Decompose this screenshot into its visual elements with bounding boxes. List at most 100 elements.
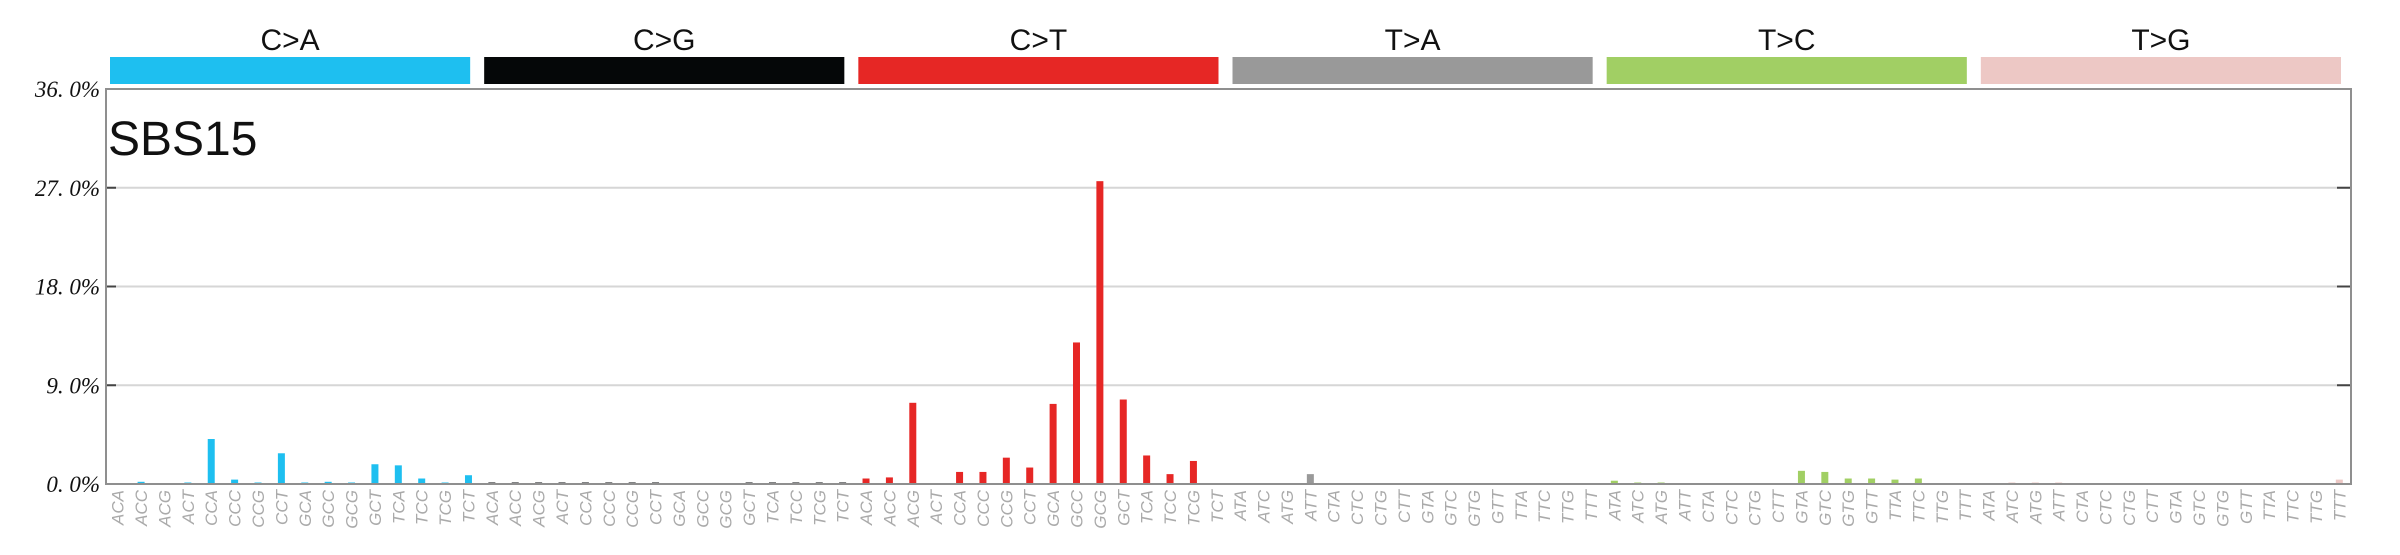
category-strip (1232, 57, 1593, 84)
x-tick-label: CCG (997, 490, 1016, 528)
x-tick-label: GTG (1839, 490, 1858, 527)
bar (1891, 479, 1899, 484)
x-tick-label: ATC (2003, 489, 2022, 523)
x-tick-label: ACC (506, 489, 525, 527)
y-tick-label: 18. 0% (35, 275, 100, 300)
x-tick-label: TCG (436, 490, 455, 526)
x-tick-label: ACG (904, 490, 923, 528)
x-tick-label: CCA (576, 490, 595, 526)
x-tick-label: ACT (927, 488, 946, 525)
x-tick-label: GTA (1792, 490, 1811, 524)
grid-layer (106, 186, 2351, 387)
x-tick-label: ATG (1652, 490, 1671, 525)
x-tick-label: TCC (413, 489, 432, 525)
category-label: C>T (1010, 24, 1068, 57)
x-tick-label: CTT (1769, 488, 1788, 523)
category-label: C>G (633, 24, 696, 57)
y-tick-label: 27. 0% (35, 176, 100, 201)
x-tick-label: TTT (2330, 488, 2349, 521)
x-tick-label: TTA (2260, 490, 2279, 521)
x-tick-label: GTT (2237, 488, 2256, 524)
bar (2335, 479, 2343, 484)
x-tick-label: GCG (1091, 490, 1110, 529)
x-tick-label: GCG (717, 490, 736, 529)
x-tick-label: TCT (459, 488, 478, 523)
x-tick-label: ACT (553, 488, 572, 525)
x-tick-label: ATA (1231, 490, 1250, 522)
x-tick-label: GCC (1067, 489, 1086, 528)
x-tick-label: TCG (810, 490, 829, 526)
category-label: T>G (2131, 24, 2190, 57)
x-tick-label: ACC (880, 489, 899, 527)
x-tick-label: GCA (670, 490, 689, 527)
x-tick-label: CTT (1395, 488, 1414, 523)
bar (956, 471, 964, 484)
x-tick-label: CTC (1722, 489, 1741, 525)
x-tick-label: CCG (249, 490, 268, 528)
bar (1002, 457, 1010, 484)
y-axis: 0. 0% 9. 0% 18. 0% 27. 0% 36. 0% (34, 77, 116, 497)
category-strip (110, 57, 471, 84)
y-tick-label: 0. 0% (46, 472, 100, 497)
bar (371, 464, 379, 484)
bar (1610, 480, 1618, 484)
x-tick-label: ATG (1278, 490, 1297, 525)
x-tick-label: TCC (1161, 489, 1180, 525)
bar (885, 477, 893, 484)
bar (277, 453, 285, 484)
x-tick-label: TCT (1208, 488, 1227, 523)
x-tick-label: TCA (1138, 490, 1157, 524)
category-label: C>A (260, 24, 319, 57)
bar (137, 481, 145, 484)
x-tick-label: GTA (1418, 490, 1437, 524)
x-tick-label: GTT (1488, 488, 1507, 524)
x-tick-label: ACG (530, 490, 549, 528)
x-tick-label: ACT (179, 488, 198, 525)
x-tick-label: ACC (132, 489, 151, 527)
x-tick-label: CTG (1372, 490, 1391, 526)
bar (1868, 478, 1876, 484)
x-tick-label: ATA (1980, 490, 1999, 522)
x-tick-label: TCA (389, 490, 408, 524)
x-tick-label: GCG (343, 490, 362, 529)
x-tick-label: TCA (763, 490, 782, 524)
bar (909, 402, 917, 484)
bar (1189, 460, 1197, 484)
x-tick-label: TTC (2284, 489, 2303, 523)
x-tick-label: TTG (1933, 490, 1952, 524)
x-tick-label: TCG (1184, 490, 1203, 526)
signature-title: SBS15 (108, 113, 257, 166)
x-tick-label: CCT (1021, 488, 1040, 525)
x-tick-label: ATT (1301, 488, 1320, 521)
bar (1821, 471, 1829, 484)
x-tick-label: CTG (2120, 490, 2139, 526)
x-tick-label: CCT (272, 488, 291, 525)
x-tick-label: TTG (1559, 490, 1578, 524)
bar (324, 481, 332, 484)
x-tick-label: ACA (483, 490, 502, 526)
bar (1143, 455, 1151, 484)
bar (1166, 474, 1174, 484)
x-tick-label: CTA (1325, 490, 1344, 523)
bar (1306, 474, 1314, 484)
x-tick-label: CCC (226, 489, 245, 527)
x-tick-label: ATC (1255, 489, 1274, 523)
bar (231, 479, 239, 484)
category-strip (484, 57, 845, 84)
x-tick-label: TTC (1535, 489, 1554, 523)
x-tick-label: ACA (857, 490, 876, 526)
x-tick-label: CCA (202, 490, 221, 526)
x-tick-label: TTT (1582, 488, 1601, 521)
x-tick-label: TTC (1909, 489, 1928, 523)
x-tick-label: CTG (1746, 490, 1765, 526)
x-tick-label: ATG (2026, 490, 2045, 525)
x-tick-label: CCG (623, 490, 642, 528)
bar (207, 439, 215, 484)
x-tick-label: ACA (109, 490, 128, 526)
x-tick-label: CTT (2143, 488, 2162, 523)
x-tick-label: CTC (2096, 489, 2115, 525)
bar (464, 475, 472, 484)
x-tick-label: TTT (1956, 488, 1975, 521)
category-strip (1980, 57, 2341, 84)
